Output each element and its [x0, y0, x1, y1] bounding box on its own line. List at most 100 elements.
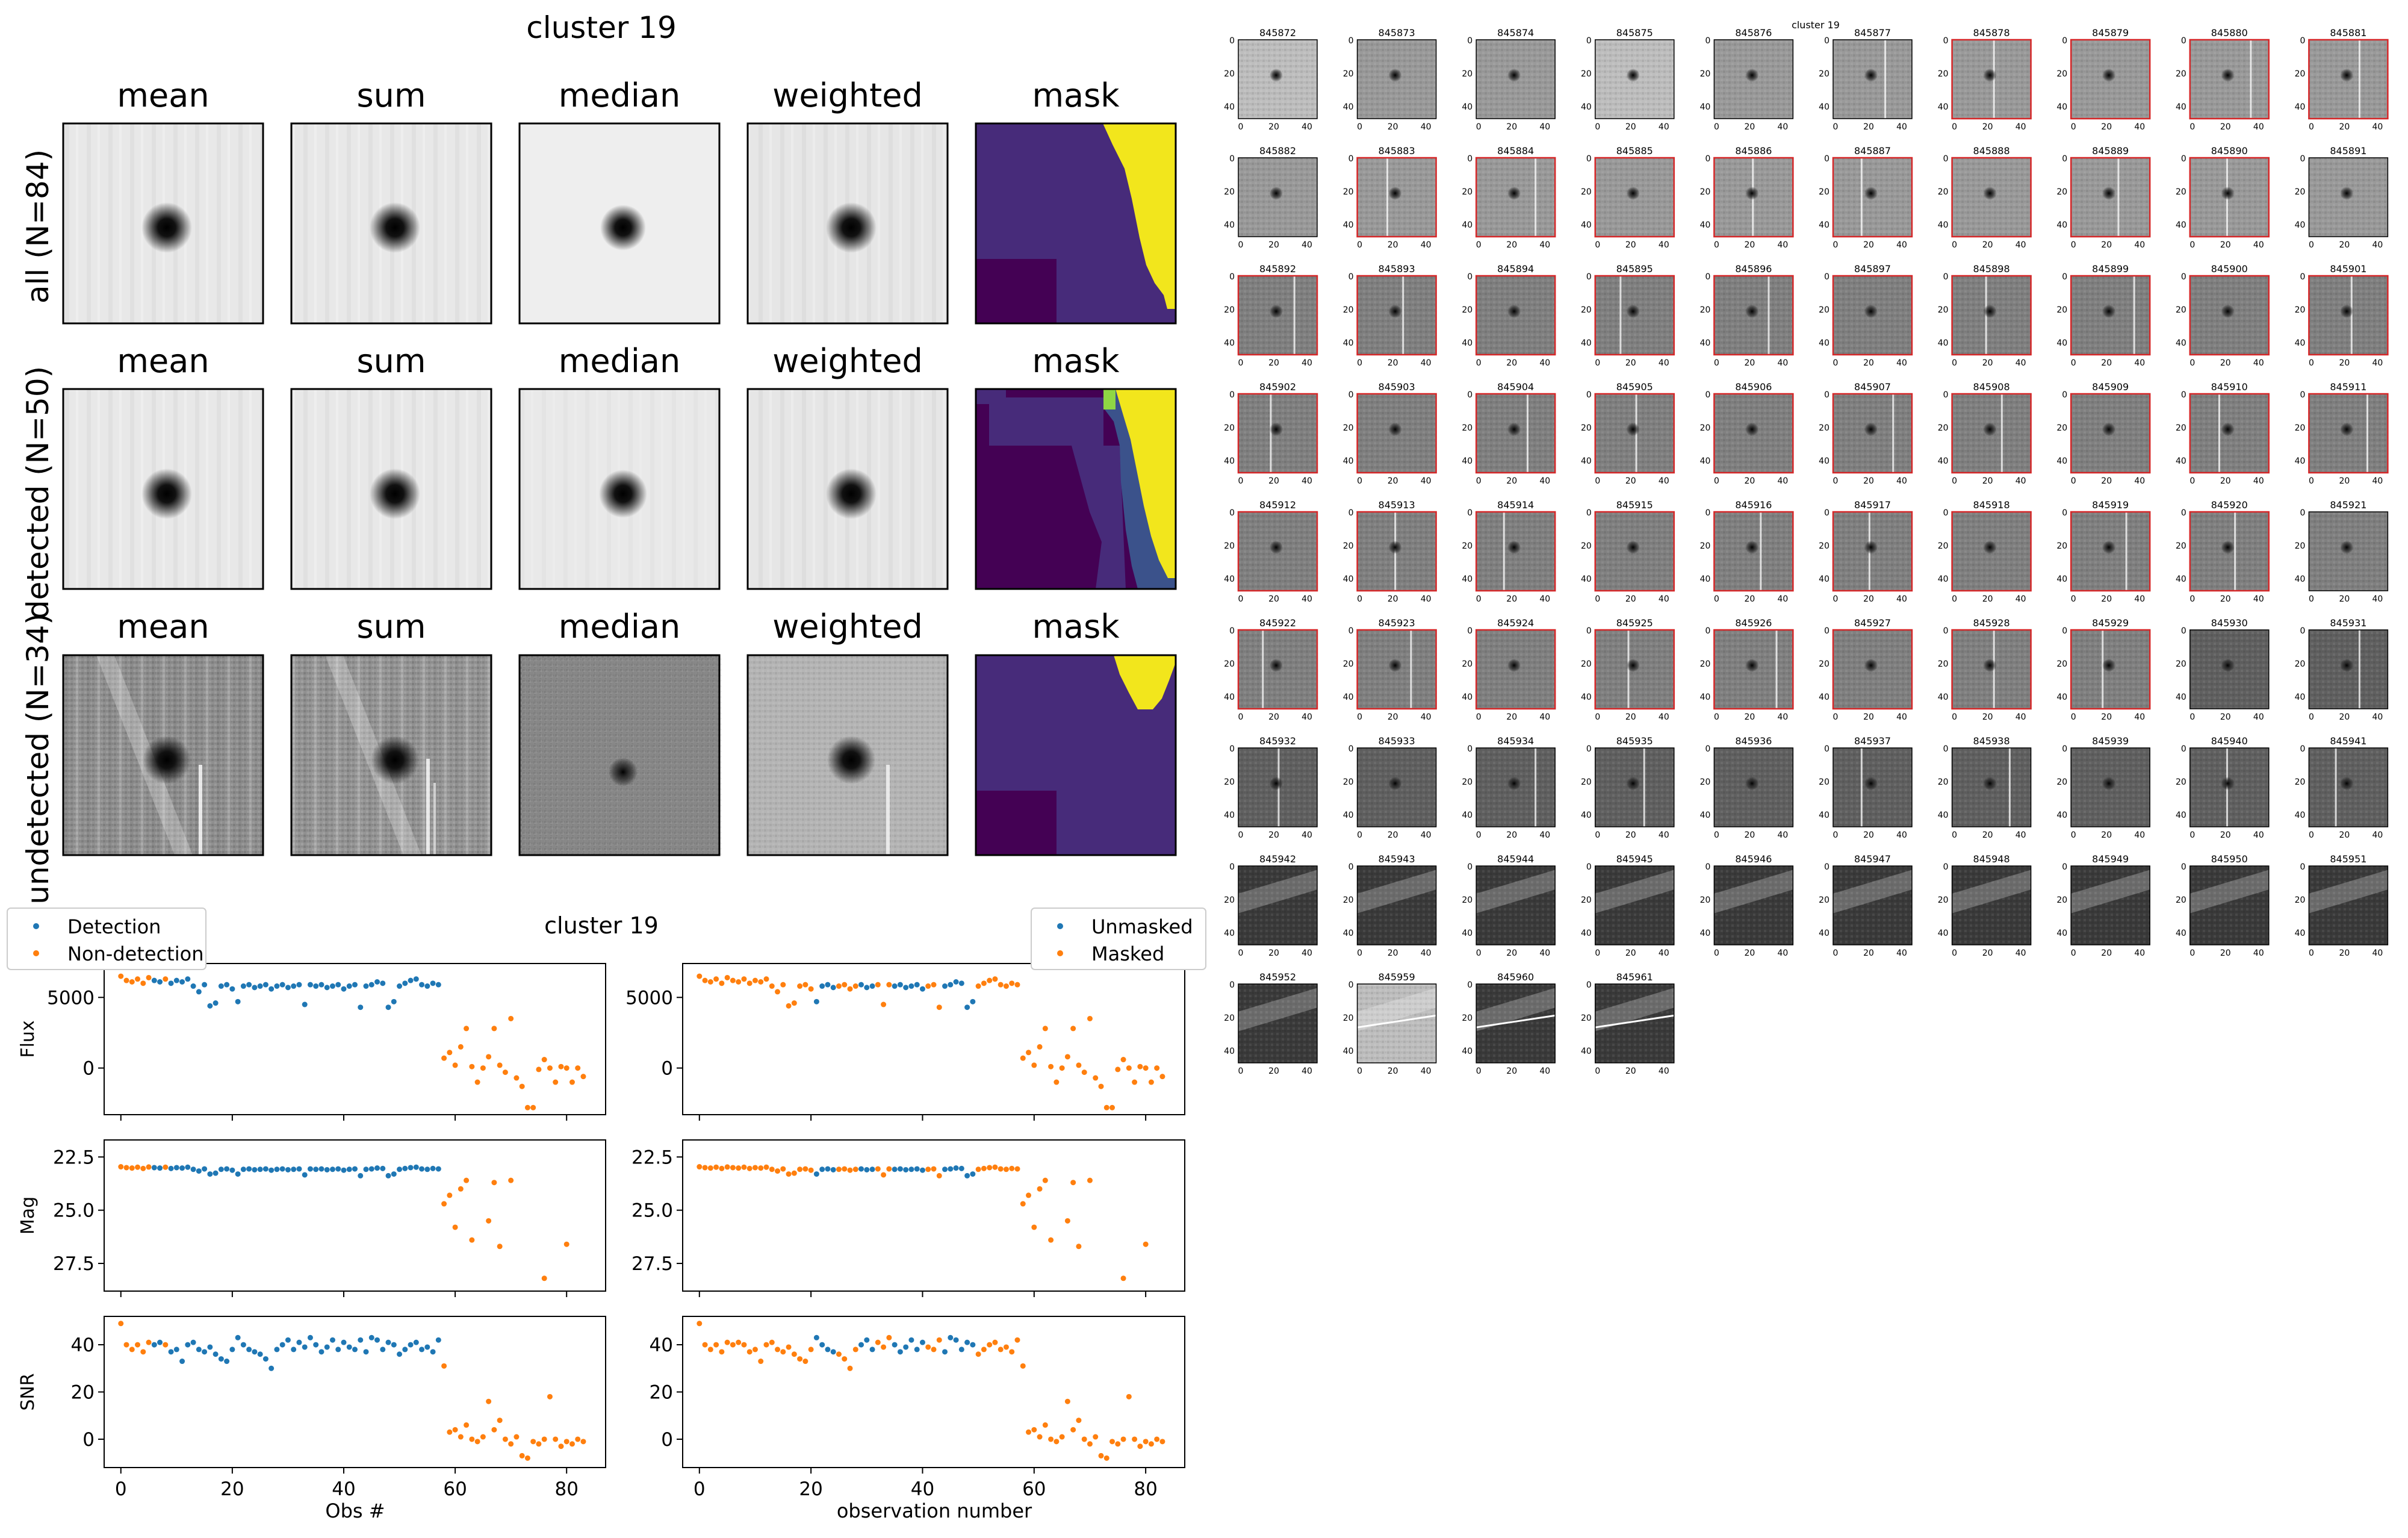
- data-point: [202, 982, 208, 988]
- thumbnail-y-tick-label: 20: [1224, 69, 1235, 79]
- thumbnail-x-tick-label: 0: [1714, 712, 1719, 722]
- data-point: [118, 973, 124, 979]
- data-point: [1103, 1104, 1109, 1110]
- data-point: [1042, 1422, 1048, 1428]
- data-point: [469, 1237, 475, 1243]
- thumbnail-y-tick-label: 20: [1343, 187, 1354, 197]
- data-point: [869, 1347, 875, 1353]
- data-point: [864, 1337, 870, 1343]
- thumbnail-source: [1745, 186, 1759, 200]
- data-point: [291, 1166, 297, 1172]
- thumbnail-y-tick-label: 20: [1700, 305, 1711, 315]
- thumbnail-y-tick-label: 0: [2181, 744, 2186, 754]
- thumbnail-border: [1713, 157, 1794, 238]
- data-point: [1031, 1427, 1037, 1433]
- data-point: [775, 989, 781, 995]
- data-point: [847, 1167, 853, 1173]
- thumbnail-y-tick-label: 0: [1348, 390, 1354, 400]
- thumbnail-satellite-trail: [1357, 1014, 1436, 1029]
- thumbnail-source: [2221, 186, 2235, 200]
- thumbnail-y-tick-label: 0: [2181, 508, 2186, 518]
- data-point: [413, 976, 419, 982]
- data-point: [380, 1347, 386, 1353]
- data-point: [1026, 1192, 1032, 1198]
- thumbnail-x-tick-label: 40: [1539, 476, 1550, 486]
- data-point: [1009, 980, 1015, 986]
- data-point: [875, 1166, 881, 1172]
- data-point: [942, 1166, 948, 1172]
- thumbnail-source: [2102, 776, 2116, 790]
- thumbnail-y-tick-label: 20: [1343, 541, 1354, 551]
- thumbnail-source: [2221, 658, 2235, 672]
- plot-frame: [682, 1139, 1185, 1292]
- thumbnail-x-tick-label: 40: [1421, 594, 1432, 604]
- thumbnail-source: [1388, 658, 1402, 672]
- thumbnail-column-artifact: [2102, 630, 2104, 709]
- data-point: [964, 1172, 970, 1178]
- thumbnail-y-tick-label: 40: [1343, 929, 1354, 938]
- data-point: [1003, 1166, 1009, 1172]
- thumbnail-x-tick-label: 40: [2253, 122, 2264, 132]
- thumbnail-y-tick-label: 20: [1343, 659, 1354, 669]
- thumbnail-y-tick-label: 40: [2295, 102, 2306, 112]
- thumbnail-id-label: 845947: [1854, 853, 1891, 865]
- thumbnail-x-tick-label: 40: [2372, 240, 2383, 250]
- thumbnail-845927: 845927 0 20 40 0 20 40: [1819, 617, 1913, 722]
- thumbnail-source: [1269, 68, 1283, 82]
- data-point: [163, 976, 169, 982]
- thumbnail-x-tick-label: 0: [2071, 948, 2076, 958]
- thumbnail-x-tick-label: 40: [2134, 358, 2145, 368]
- thumbnail-x-tick-label: 40: [2253, 358, 2264, 368]
- thumbnail-y-tick-label: 40: [1819, 102, 1829, 112]
- data-point: [958, 1347, 964, 1353]
- thumbnail-border: [2308, 39, 2389, 120]
- thumbnail-x-tick-label: 0: [2309, 712, 2314, 722]
- data-point: [858, 1166, 864, 1172]
- thumbnail-x-tick-label: 40: [1659, 948, 1669, 958]
- data-point: [168, 1165, 174, 1171]
- thumbnail-border: [1595, 865, 1675, 945]
- thumbnail-noise: [2071, 866, 2150, 945]
- thumbnail-y-tick-label: 40: [1224, 574, 1235, 584]
- thumbnail-y-tick-label: 40: [1581, 338, 1592, 348]
- thumbnail-x-tick-label: 20: [1625, 594, 1636, 604]
- data-point: [864, 1166, 870, 1172]
- thumbnail-845935: 845935 0 20 40 0 20 40: [1581, 735, 1675, 840]
- data-point: [324, 1344, 330, 1350]
- thumbnail-x-tick-label: 40: [1896, 358, 1907, 368]
- data-point: [207, 1171, 213, 1177]
- thumbnail-y-tick-label: 20: [2295, 69, 2306, 79]
- data-point: [352, 982, 358, 988]
- data-point: [296, 1339, 302, 1345]
- thumbnail-y-tick-label: 20: [1581, 423, 1592, 433]
- x-axis-label-left: Obs #: [325, 1499, 385, 1522]
- thumbnail-streak: [2309, 870, 2388, 914]
- thumbnail-id-label: 845901: [2330, 263, 2366, 275]
- thumbnail-border: [1594, 393, 1675, 474]
- thumbnail-x-tick-label: 0: [1238, 948, 1244, 958]
- left-panel-snr: 0 20 40 SNR 0 20 40 60 80: [17, 1316, 606, 1500]
- thumbnail-border: [2070, 393, 2151, 474]
- data-point: [914, 1166, 920, 1172]
- thumbnail-845879: 845879 0 20 40 0 20 40: [2056, 27, 2151, 132]
- thumbnail-y-tick-label: 0: [1586, 154, 1592, 164]
- thumbnail-y-tick-label: 40: [2295, 574, 2306, 584]
- thumbnail-y-tick-label: 40: [1581, 929, 1592, 938]
- thumbnail-id-label: 845906: [1735, 381, 1772, 393]
- thumbnail-x-tick-label: 20: [2220, 830, 2231, 840]
- data-point: [1009, 1165, 1015, 1171]
- thumbnail-x-tick-label: 0: [1833, 122, 1839, 132]
- thumbnail-y-tick-label: 0: [1229, 862, 1235, 872]
- thumbnail-x-tick-label: 20: [2101, 594, 2112, 604]
- data-point: [919, 1339, 925, 1345]
- thumbnail-y-tick-label: 40: [1938, 220, 1949, 230]
- legend-right-box: [1031, 908, 1206, 970]
- thumbnail-x-tick-label: 20: [1745, 712, 1755, 722]
- data-point: [897, 1166, 903, 1172]
- column-label-weighted: weighted: [772, 76, 923, 114]
- data-point: [1070, 1180, 1076, 1186]
- data-point: [948, 1166, 954, 1172]
